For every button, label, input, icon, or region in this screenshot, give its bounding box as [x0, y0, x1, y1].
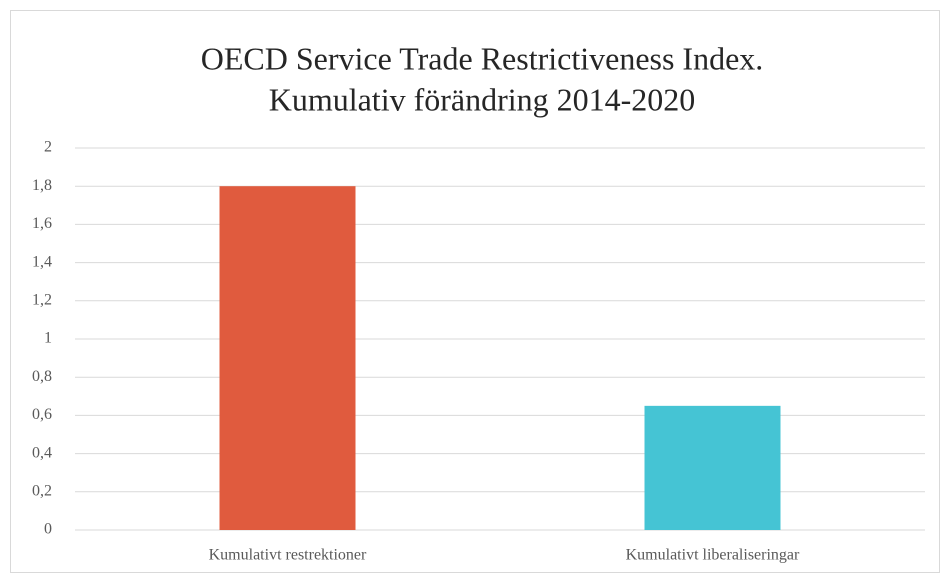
y-tick-label: 0 [44, 521, 52, 538]
x-tick-label: Kumulativt liberaliseringar [626, 547, 800, 564]
y-tick-label: 1,2 [32, 291, 52, 308]
y-tick-label: 1 [44, 330, 52, 347]
y-tick-label: 0,8 [32, 368, 52, 385]
y-tick-label: 2 [44, 139, 52, 156]
y-tick-label: 1,4 [32, 253, 52, 270]
y-tick-label: 0,2 [32, 482, 52, 499]
y-tick-label: 1,6 [32, 215, 52, 232]
chart-border [10, 10, 940, 573]
chart-title: OECD Service Trade Restrictiveness Index… [201, 40, 764, 76]
bar [219, 186, 356, 530]
x-tick-label: Kumulativt restrektioner [209, 547, 367, 564]
y-tick-label: 0,6 [32, 406, 52, 423]
bar [644, 405, 781, 530]
chart-title: Kumulativ förändring 2014-2020 [269, 81, 696, 117]
y-tick-label: 0,4 [32, 444, 52, 461]
y-tick-label: 1,8 [32, 177, 52, 194]
